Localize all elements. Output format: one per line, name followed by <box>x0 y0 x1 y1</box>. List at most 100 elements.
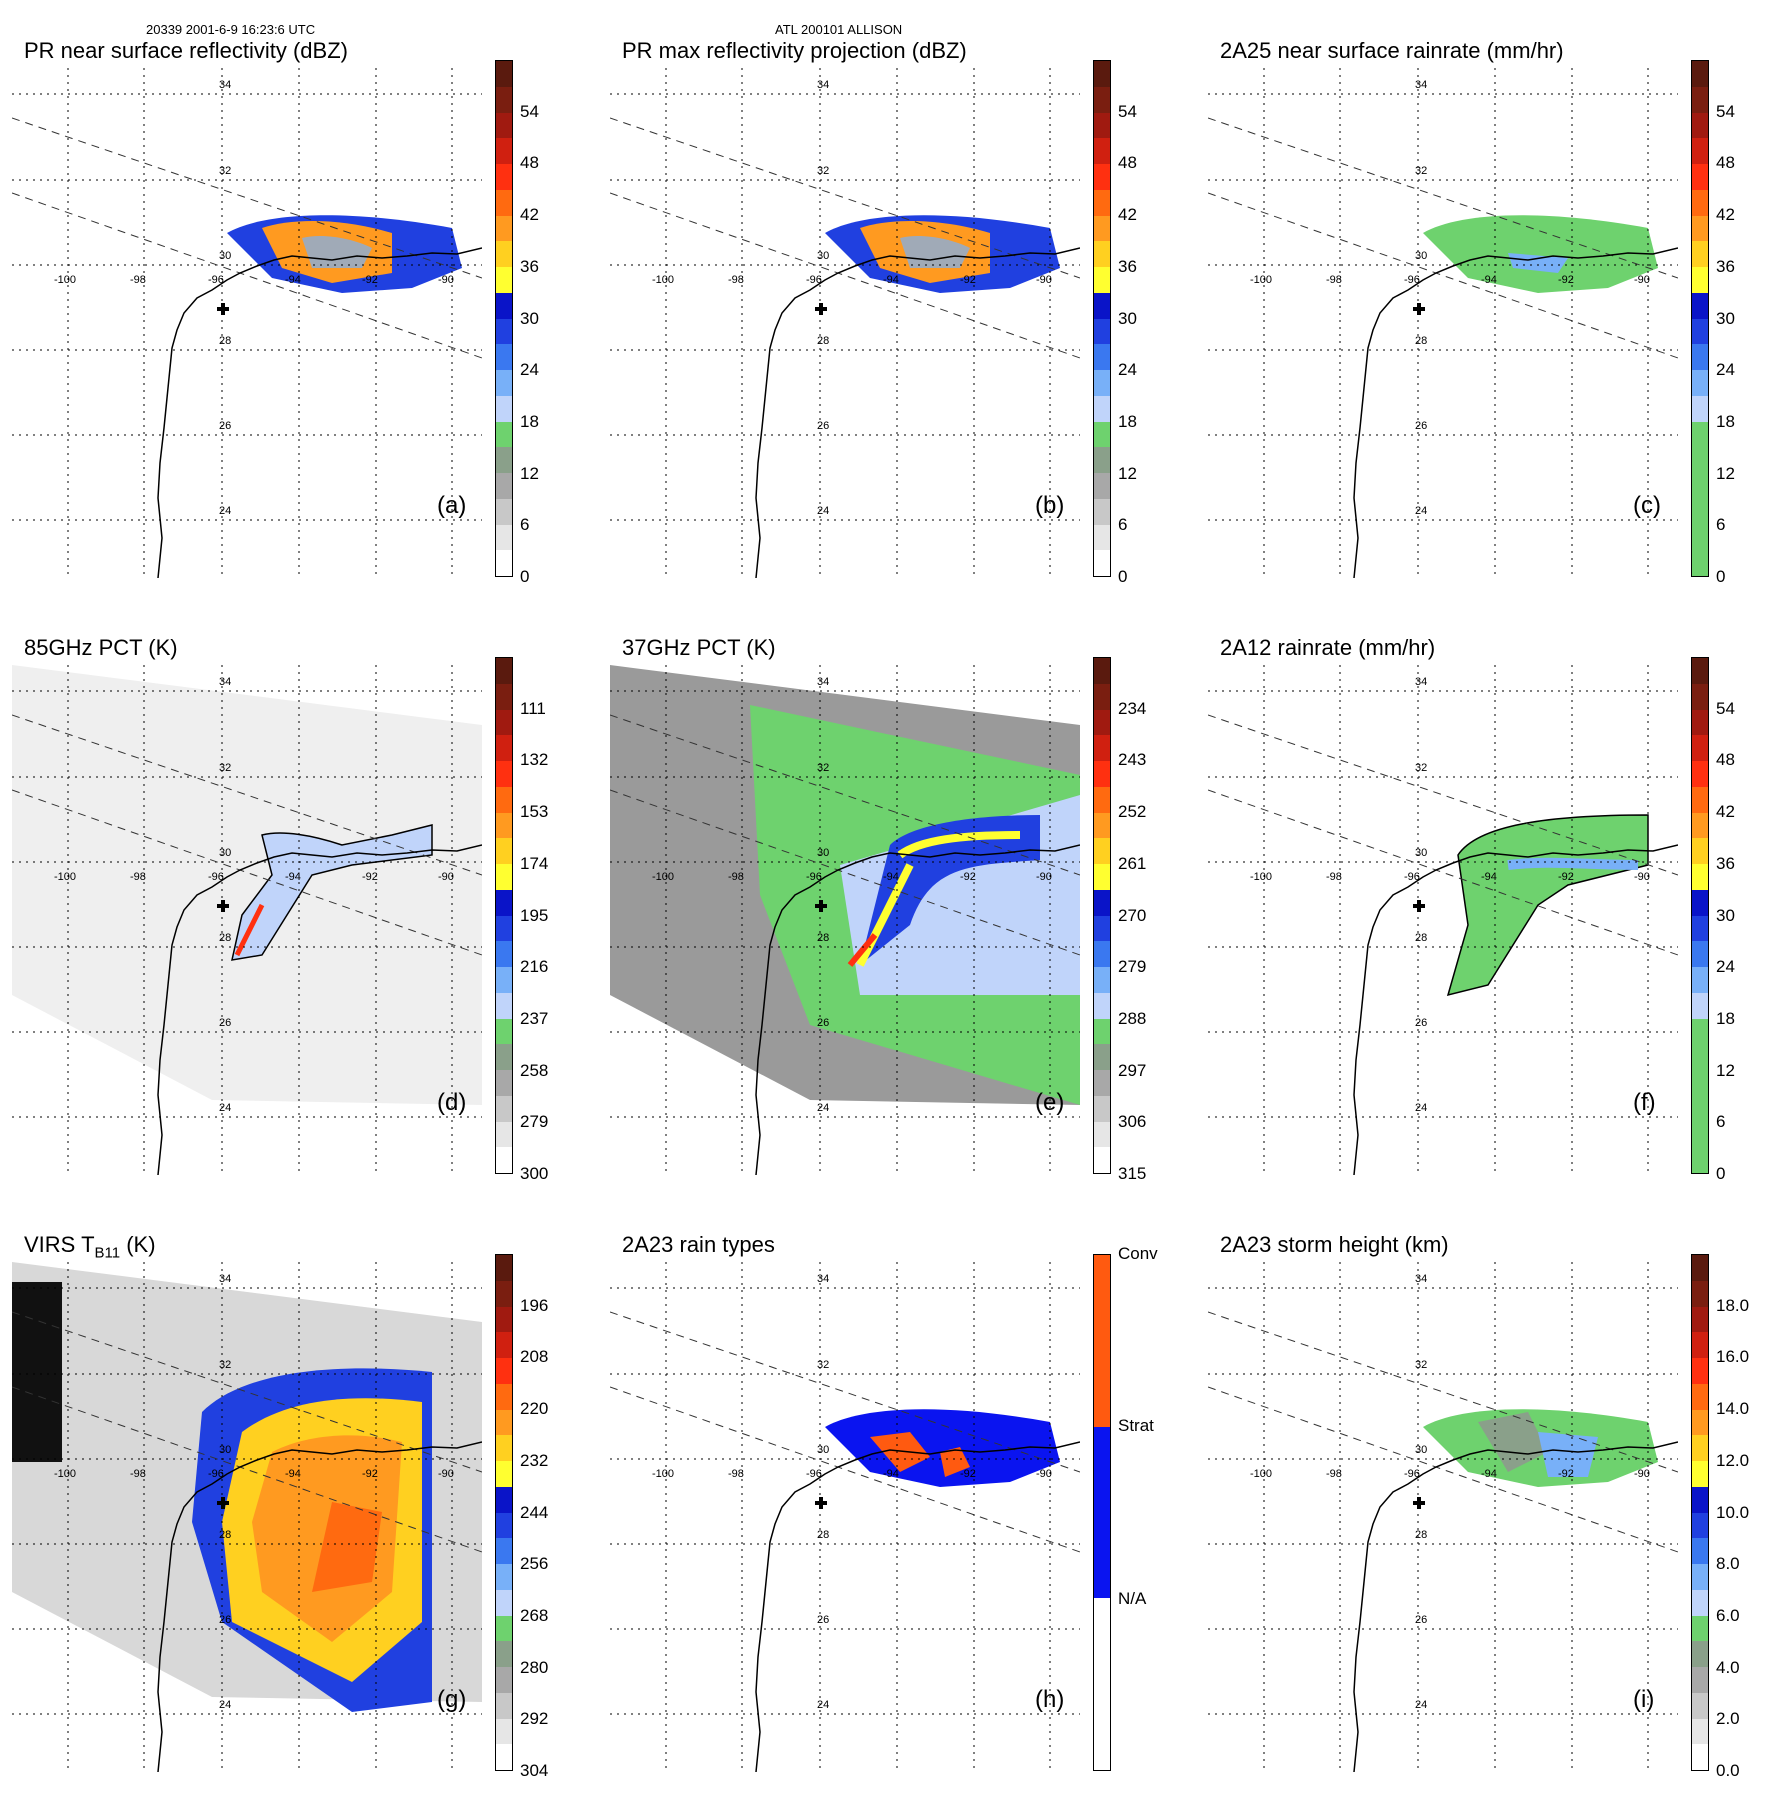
colorbar-tick-label: N/A <box>1118 1588 1147 1608</box>
colorbar-segment <box>1094 241 1110 267</box>
lon-label: -94 <box>1481 871 1497 883</box>
colorbar-segment <box>496 164 512 190</box>
colorbar-segment <box>496 1409 512 1436</box>
colorbar-segment <box>496 992 512 1019</box>
colorbar-segment <box>1094 498 1110 525</box>
colorbar-segment <box>1692 447 1708 473</box>
colorbar-segment <box>496 189 512 216</box>
colorbar-segment <box>496 1667 512 1693</box>
colorbar-tick-label: 30 <box>520 308 539 328</box>
lat-label: 24 <box>817 1102 829 1114</box>
field-layer <box>1446 814 1649 997</box>
colorbar-tick-label: 54 <box>1716 101 1735 121</box>
colorbar-segment <box>1692 1383 1708 1410</box>
colorbar-segment <box>1692 1409 1708 1436</box>
colorbar-tick-label: 48 <box>1716 153 1735 173</box>
panel-f: 2A12 rainrate (mm/hr) 34 32 30 28 26 24 -100 -98… <box>1196 615 1771 1205</box>
colorbar-segment <box>496 889 512 916</box>
panel-g: VIRS TB11 (K) 34 32 30 28 26 24 -100 -98 -96 -94 -9… <box>0 1212 590 1802</box>
colorbar-tick-label: Strat <box>1118 1416 1154 1436</box>
colorbar-tick-label: 48 <box>520 153 539 173</box>
colorbar-segment <box>1094 1655 1110 1713</box>
colorbar-segment <box>1692 1255 1708 1281</box>
colorbar-segment <box>1692 1744 1708 1770</box>
colorbar-segment <box>1094 1483 1110 1542</box>
colorbar-tick-label: 220 <box>520 1399 549 1419</box>
panel-h: 2A23 rain types 34 32 30 28 26 24 -100 -98 -96 -94… <box>598 1212 1188 1802</box>
lat-label: 24 <box>219 1699 231 1711</box>
lon-label: -100 <box>652 1468 674 1480</box>
panel-letter: (a) <box>437 492 467 519</box>
colorbar-segment <box>496 292 512 319</box>
panel-title-text: VIRS T <box>24 1232 95 1257</box>
lon-label: -98 <box>1326 1468 1342 1480</box>
colorbar-segment <box>1094 1095 1110 1122</box>
colorbar-tick-label: 258 <box>520 1060 549 1080</box>
lon-label: -98 <box>728 1468 744 1480</box>
field-layer <box>1423 1409 1658 1487</box>
lat-label: 24 <box>817 505 829 517</box>
swath-edge <box>12 1311 482 1473</box>
colorbar-segment <box>496 395 512 422</box>
lat-label: 24 <box>1415 1699 1427 1711</box>
colorbar-segment <box>1692 1641 1708 1667</box>
lon-label: -96 <box>806 871 822 883</box>
colorbar-tick-label: 261 <box>1118 853 1147 873</box>
colorbar-segment <box>1094 1018 1110 1045</box>
swath-edge <box>1208 1311 1678 1473</box>
panel-title: PR max reflectivity projection (dBZ) <box>622 38 967 64</box>
colorbar-segment <box>496 967 512 993</box>
colorbar-segment <box>1692 1486 1708 1513</box>
lat-label: 34 <box>219 1273 231 1285</box>
colorbar-segment <box>1692 164 1708 190</box>
coastline <box>1353 844 1678 1175</box>
colorbar-segment <box>1094 473 1110 499</box>
lat-label: 30 <box>219 1444 231 1456</box>
lon-label: -90 <box>438 274 454 286</box>
colorbar-segment <box>1094 138 1110 164</box>
colorbar-segment <box>496 344 512 370</box>
colorbar-tick-label: 256 <box>520 1554 549 1574</box>
lat-label: 28 <box>1415 335 1427 347</box>
lat-label: 26 <box>817 420 829 432</box>
colorbar-tick-label: 30 <box>1716 905 1735 925</box>
colorbar-segment <box>1692 864 1708 890</box>
colorbar-tick-label: 232 <box>520 1450 549 1470</box>
lon-label: -92 <box>960 871 976 883</box>
colorbar-segment <box>1094 524 1110 551</box>
panel-letter: (b) <box>1035 492 1065 519</box>
lon-label: -92 <box>1558 871 1574 883</box>
swath-edge <box>610 117 1080 279</box>
lat-label: 28 <box>817 1529 829 1541</box>
map-d: 34 32 30 28 26 24 -100 -98 -96 -94 -92 -90 <box>12 665 482 1175</box>
colorbar-segment <box>496 86 512 113</box>
lon-label: -90 <box>438 1468 454 1480</box>
colorbar-segment <box>496 1095 512 1122</box>
rain-core-blue <box>302 236 372 268</box>
colorbar-segment <box>496 1358 512 1384</box>
colorbar-tick-label: 42 <box>520 205 539 225</box>
storm-center-marker <box>217 303 229 315</box>
coastline <box>157 247 482 578</box>
lon-label: -94 <box>1481 274 1497 286</box>
colorbar-tick-label: 42 <box>1716 205 1735 225</box>
colorbar-tick-label: 208 <box>520 1347 549 1367</box>
colorbar-segment <box>496 550 512 576</box>
lon-label: -98 <box>728 871 744 883</box>
lat-label: 24 <box>219 1102 231 1114</box>
colorbar-tick-label: 279 <box>1118 957 1147 977</box>
lon-label: -96 <box>806 274 822 286</box>
lat-label: 28 <box>817 335 829 347</box>
colorbar-tick-label: 280 <box>520 1657 549 1677</box>
map-i: 34 32 30 28 26 24 -100 -98 -96 -94 -92 -90 <box>1208 1262 1678 1772</box>
lon-label: -90 <box>438 871 454 883</box>
colorbar-tick-label: 4.0 <box>1716 1657 1740 1677</box>
storm-center-marker <box>217 900 229 912</box>
colorbar-tick-label: 300 <box>520 1164 549 1183</box>
lat-label: 26 <box>817 1017 829 1029</box>
colorbar-segment <box>1094 941 1110 967</box>
colorbar-segment <box>1692 112 1708 139</box>
panel-i: 2A23 storm height (km) 34 32 30 28 26 24 -100 -9… <box>1196 1212 1771 1802</box>
colorbar-tick-label: Conv <box>1118 1244 1158 1263</box>
lon-label: -90 <box>1634 1468 1650 1480</box>
